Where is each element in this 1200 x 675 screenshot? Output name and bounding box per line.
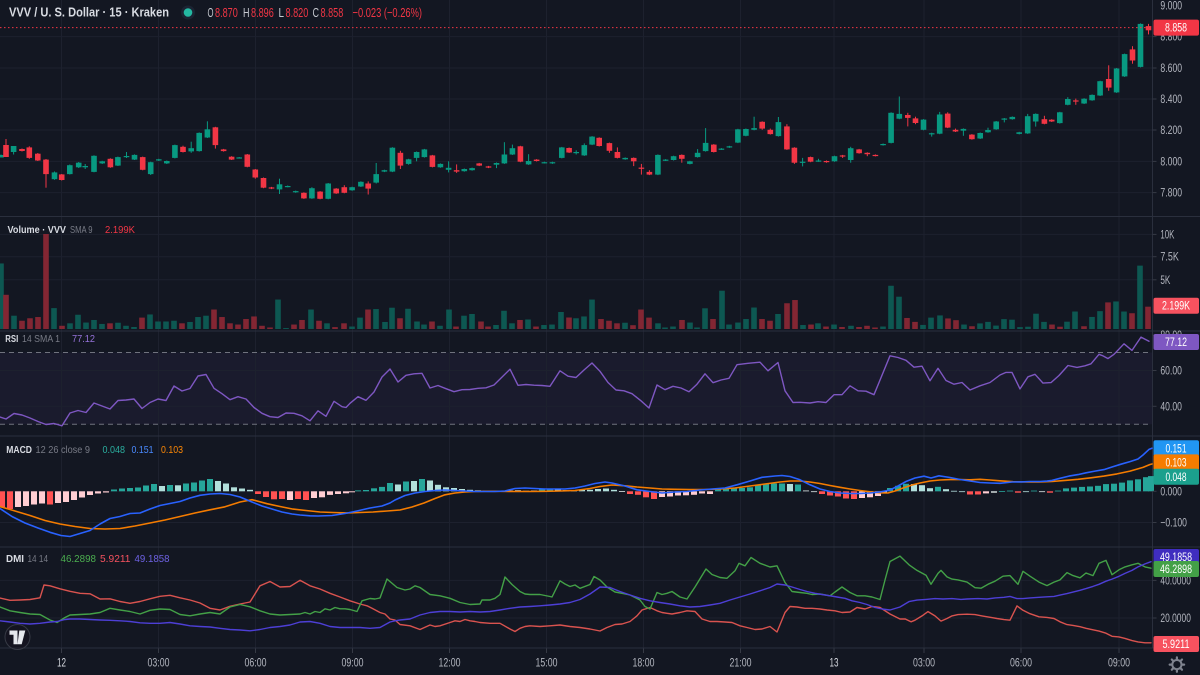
svg-text:09:00: 09:00 [342, 658, 364, 670]
svg-text:13: 13 [830, 658, 839, 670]
svg-text:8.200: 8.200 [1160, 125, 1182, 137]
svg-text:MACD: MACD [6, 444, 32, 456]
svg-text:06:00: 06:00 [245, 658, 267, 670]
svg-text:2.199K: 2.199K [1162, 301, 1190, 313]
svg-text:12:00: 12:00 [439, 658, 461, 670]
svg-text:0.000: 0.000 [1160, 486, 1182, 498]
svg-text:40.00: 40.00 [1160, 401, 1182, 413]
svg-text:46.2898: 46.2898 [1160, 564, 1192, 576]
svg-text:8.870: 8.870 [215, 5, 238, 20]
svg-text:06:00: 06:00 [1010, 658, 1032, 670]
svg-text:12 26 close 9: 12 26 close 9 [36, 444, 91, 456]
svg-text:−0.023 (−0.26%): −0.023 (−0.26%) [353, 5, 423, 20]
svg-text:03:00: 03:00 [148, 658, 170, 670]
svg-text:L: L [279, 5, 285, 20]
svg-text:RSI: RSI [5, 333, 18, 345]
svg-text:8.896: 8.896 [251, 5, 274, 20]
svg-text:7.5K: 7.5K [1160, 252, 1179, 264]
svg-text:09:00: 09:00 [1108, 658, 1130, 670]
svg-text:5.9211: 5.9211 [100, 553, 131, 565]
svg-text:SMA 9: SMA 9 [70, 224, 93, 236]
svg-text:0.103: 0.103 [161, 444, 183, 456]
svg-text:21:00: 21:00 [730, 658, 752, 670]
svg-text:8.600: 8.600 [1160, 63, 1182, 75]
svg-text:H: H [243, 5, 250, 20]
svg-text:0.151: 0.151 [132, 444, 154, 456]
svg-text:−0.100: −0.100 [1160, 518, 1187, 530]
svg-text:5K: 5K [1160, 275, 1170, 287]
svg-text:15:00: 15:00 [536, 658, 558, 670]
svg-text:49.1858: 49.1858 [135, 553, 170, 565]
svg-text:0.151: 0.151 [1166, 443, 1187, 455]
svg-text:C: C [313, 5, 320, 20]
svg-text:40.0000: 40.0000 [1160, 575, 1191, 587]
svg-text:8.820: 8.820 [286, 5, 309, 20]
svg-text:9.000: 9.000 [1160, 0, 1182, 12]
svg-text:03:00: 03:00 [913, 658, 935, 670]
svg-text:8.858: 8.858 [321, 5, 344, 20]
svg-text:DMI: DMI [6, 553, 24, 565]
svg-text:O: O [208, 5, 214, 20]
svg-text:5.9211: 5.9211 [1163, 639, 1190, 651]
svg-text:8.000: 8.000 [1160, 156, 1182, 168]
svg-text:60.00: 60.00 [1160, 366, 1182, 378]
svg-text:12: 12 [57, 658, 66, 670]
svg-text:Volume · VVV: Volume · VVV [8, 224, 67, 236]
svg-text:0.048: 0.048 [1166, 472, 1187, 484]
svg-text:0.048: 0.048 [103, 444, 126, 456]
svg-text:18:00: 18:00 [633, 658, 655, 670]
svg-text:VVV / U. S. Dollar · 15 · Krak: VVV / U. S. Dollar · 15 · Kraken [9, 5, 169, 20]
svg-text:77.12: 77.12 [1165, 337, 1187, 349]
svg-text:2.199K: 2.199K [105, 224, 135, 236]
svg-text:14 SMA 1: 14 SMA 1 [22, 333, 60, 345]
svg-text:8.858: 8.858 [1165, 23, 1187, 35]
svg-text:46.2898: 46.2898 [61, 553, 97, 565]
svg-text:77.12: 77.12 [72, 333, 95, 345]
svg-text:20.0000: 20.0000 [1160, 613, 1191, 625]
svg-text:14 14: 14 14 [28, 553, 49, 565]
svg-text:0.103: 0.103 [1166, 457, 1187, 469]
svg-text:8.400: 8.400 [1160, 94, 1182, 106]
svg-text:7.800: 7.800 [1160, 188, 1182, 200]
svg-text:10K: 10K [1160, 229, 1174, 241]
